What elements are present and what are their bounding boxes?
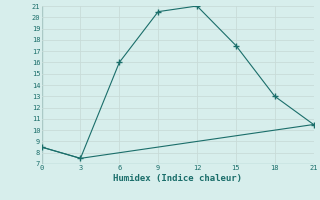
X-axis label: Humidex (Indice chaleur): Humidex (Indice chaleur) [113,174,242,183]
